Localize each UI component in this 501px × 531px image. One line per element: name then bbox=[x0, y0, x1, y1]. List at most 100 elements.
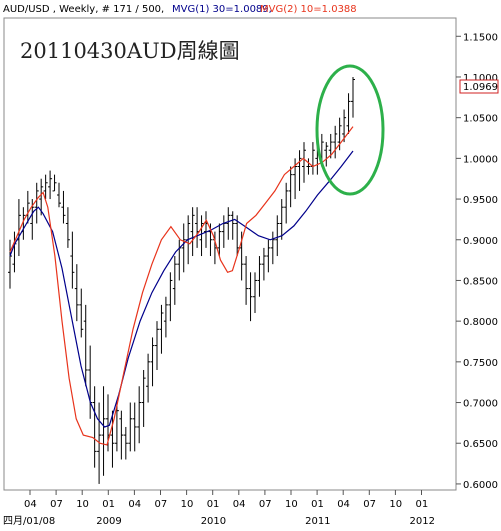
x-axis: 04 07 10 01 2009 04 07 10 01 2010 04 07 10 01 2011 04 07… bbox=[24, 490, 435, 527]
ohlc-bar bbox=[101, 386, 106, 476]
ohlc-bar bbox=[159, 304, 164, 354]
x-tick-label: 10 bbox=[181, 499, 194, 510]
x-tick-label: 07 bbox=[363, 499, 376, 510]
ohlc-bar bbox=[163, 296, 168, 338]
ohlc-bar bbox=[217, 223, 222, 257]
ohlc-bar bbox=[351, 76, 355, 118]
x-tick-label: 10 bbox=[76, 499, 89, 510]
x-tick-label: 01 bbox=[102, 499, 115, 510]
ohlc-bar bbox=[284, 182, 289, 224]
ohlc-bar bbox=[65, 207, 70, 248]
mvg1-line bbox=[9, 150, 354, 428]
y-tick-label: 1.1500 bbox=[463, 32, 498, 43]
ohlc-bar bbox=[230, 211, 235, 240]
ohlc-bar bbox=[61, 190, 66, 224]
ohlc-bar bbox=[261, 247, 266, 281]
x-tick-label: 07 bbox=[259, 499, 272, 510]
x-tick-label: 04 bbox=[128, 499, 141, 510]
ohlc-bar bbox=[266, 239, 271, 273]
mvg1-label: MVG(1) 30=1.0089, bbox=[172, 4, 272, 15]
ohlc-bar bbox=[257, 256, 262, 297]
ohlc-bar bbox=[48, 170, 53, 200]
ohlc-bar bbox=[150, 337, 155, 387]
ohlc-bar bbox=[52, 174, 57, 192]
ohlc-bar bbox=[297, 150, 302, 191]
plot-area bbox=[3, 17, 457, 491]
y-axis: 1.1500 1.1000 1.0500 1.0000 0.9500 0.9000 0.85… bbox=[456, 32, 498, 491]
ohlc-bar bbox=[168, 272, 173, 322]
price-label-box bbox=[459, 79, 499, 94]
ohlc-bar bbox=[114, 402, 119, 452]
ohlc-bar bbox=[324, 142, 329, 167]
ohlc-bar bbox=[199, 215, 204, 257]
x-year-label: 2011 bbox=[305, 516, 330, 527]
x-year-label: 2009 bbox=[96, 516, 121, 527]
y-tick-label: 0.6000 bbox=[463, 480, 498, 491]
ohlc-bar bbox=[43, 174, 48, 200]
y-tick-label: 0.6500 bbox=[463, 439, 498, 450]
price-label: 1.0969 bbox=[463, 82, 498, 93]
ohlc-bar bbox=[235, 215, 240, 257]
mvg2-label: MVG(2) 10=1.0388 bbox=[260, 4, 357, 15]
ohlc-bar bbox=[244, 256, 249, 305]
ohlc-bar bbox=[190, 207, 195, 257]
y-tick-label: 1.0000 bbox=[463, 154, 498, 165]
ohlc-bar bbox=[34, 182, 39, 224]
x-year-label: 2012 bbox=[410, 516, 435, 527]
ohlc-bar bbox=[248, 272, 253, 322]
ohlc-bar bbox=[328, 133, 333, 159]
ohlc-bar bbox=[306, 158, 311, 175]
ohlc-bar bbox=[128, 402, 133, 452]
ohlc-bar bbox=[132, 402, 137, 452]
y-tick-label: 0.7500 bbox=[463, 358, 498, 369]
ohlc-bar bbox=[74, 264, 79, 322]
y-tick-label: 1.0500 bbox=[463, 114, 498, 125]
ohlc-bar bbox=[155, 321, 159, 370]
ohlc-bar bbox=[123, 426, 128, 460]
ohlc-bar bbox=[141, 369, 146, 427]
ohlc-bar bbox=[137, 386, 142, 444]
y-tick-label: 0.8000 bbox=[463, 317, 498, 328]
highlight-circle bbox=[315, 64, 385, 196]
x-tick-label: 07 bbox=[50, 499, 63, 510]
x-tick-label: 01 bbox=[416, 499, 429, 510]
x-tick-label: 10 bbox=[389, 499, 402, 510]
x-tick-label: 01 bbox=[311, 499, 324, 510]
ohlc-bar bbox=[110, 410, 115, 468]
ohlc-bar bbox=[92, 386, 97, 468]
x-tick-label: 10 bbox=[285, 499, 298, 510]
annotation-title: 20110430AUD周線圖 bbox=[20, 39, 240, 63]
ohlc-bar bbox=[57, 182, 61, 208]
ohlc-bar bbox=[146, 353, 151, 403]
y-tick-label: 0.9500 bbox=[463, 195, 498, 206]
x-tick-label: 04 bbox=[233, 499, 246, 510]
ohlc-bar bbox=[119, 410, 124, 460]
ohlc-bar bbox=[181, 223, 186, 273]
y-tick-label: 0.9000 bbox=[463, 236, 498, 247]
ohlc-bar bbox=[275, 215, 280, 257]
ohlc-bar bbox=[279, 199, 284, 240]
ohlc-bar bbox=[172, 256, 177, 305]
ohlc-bar bbox=[253, 272, 257, 314]
x-tick-label: 01 bbox=[207, 499, 220, 510]
ohlc-bar bbox=[79, 288, 84, 338]
ohlc-bar bbox=[39, 178, 44, 216]
ohlc-bar bbox=[83, 304, 88, 387]
y-tick-label: 0.7000 bbox=[463, 399, 498, 410]
ohlc-bar bbox=[270, 231, 275, 265]
y-tick-label: 0.8500 bbox=[463, 276, 498, 287]
symbol-info: AUD/USD , Weekly, # 171 / 500, bbox=[3, 4, 164, 15]
x-year-label: 2010 bbox=[201, 516, 226, 527]
x-tick-label: 04 bbox=[337, 499, 350, 510]
y-tick-label: 1.1000 bbox=[463, 73, 498, 84]
ohlc-bar bbox=[70, 231, 75, 289]
ohlc-bar bbox=[342, 109, 347, 143]
x-tick-label: 07 bbox=[155, 499, 168, 510]
ohlc-bar bbox=[226, 207, 231, 240]
ohlc-bar bbox=[288, 166, 293, 208]
ohlc-bar bbox=[333, 125, 338, 159]
ohlc-bar bbox=[346, 93, 351, 134]
start-date-label: 四月/01/08 bbox=[3, 515, 55, 527]
ohlc-bar bbox=[302, 142, 306, 183]
